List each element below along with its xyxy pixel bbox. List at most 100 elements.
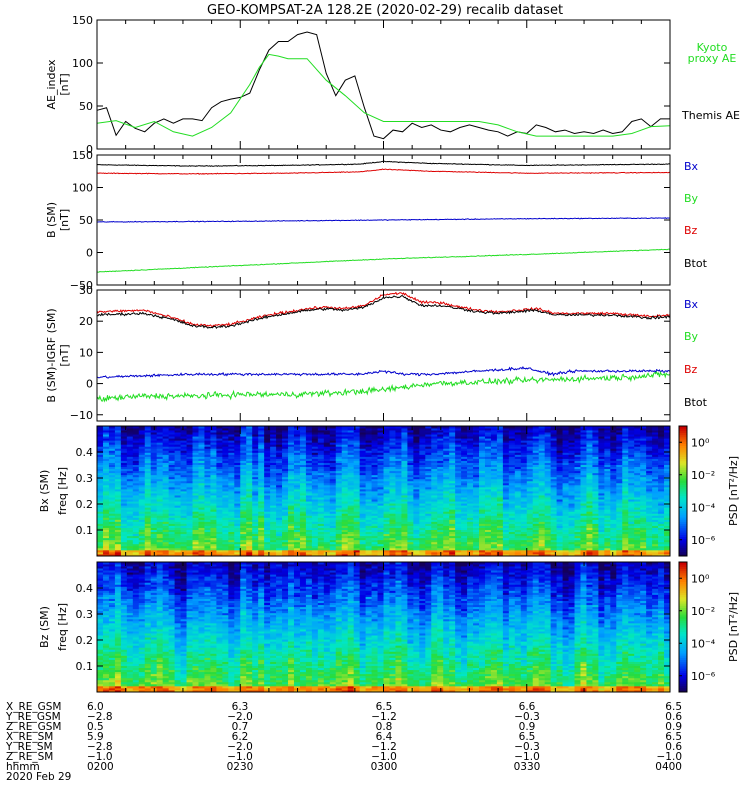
spectrogram-cell: [329, 472, 337, 476]
spectrogram-cell: [395, 513, 402, 516]
spectrogram-cell: [437, 493, 444, 496]
spectrogram-cell: [610, 474, 617, 478]
spectrogram-cell: [425, 519, 432, 522]
spectrogram-cell: [276, 466, 283, 470]
spectrogram-cell: [174, 551, 181, 555]
spectrogram-cell: [156, 519, 164, 522]
spectrogram-cell: [299, 478, 307, 482]
spectrogram-cell: [102, 539, 110, 543]
spectrogram-cell: [646, 537, 653, 541]
spectrogram-cell: [550, 531, 557, 535]
spectrogram-cell: [562, 543, 569, 547]
spectrogram-cell: [544, 482, 552, 486]
spectrogram-cell: [461, 535, 468, 539]
spectrogram-cell: [658, 482, 665, 486]
spectrogram-cell: [461, 482, 468, 486]
spectrogram-cell: [144, 521, 152, 524]
spectrogram-cell: [604, 513, 611, 516]
spectrogram-cell: [192, 523, 199, 526]
spectrogram-cell: [658, 541, 665, 545]
spectrogram-cell: [467, 474, 474, 478]
spectrogram-cell: [455, 474, 462, 478]
spectrogram-cell: [496, 545, 504, 549]
spectrogram-cell: [562, 470, 569, 474]
spectrogram-cell: [526, 533, 534, 537]
spectrogram-cell: [353, 543, 361, 547]
spectrogram-cell: [568, 476, 575, 480]
spectrogram-cell: [156, 491, 164, 494]
spectrogram-cell: [282, 470, 289, 474]
spectrogram-cell: [156, 495, 164, 498]
spectrogram-cell: [305, 484, 313, 488]
spectrogram-cell: [264, 509, 271, 512]
spectrogram-cell: [598, 478, 605, 482]
spectrogram-cell: [604, 484, 611, 488]
spectrogram-cell: [598, 474, 605, 478]
spectrogram-cell: [622, 515, 629, 518]
spectrogram-cell: [288, 543, 295, 547]
spectrogram-cell: [144, 499, 152, 502]
spectrogram-cell: [490, 539, 498, 543]
spectrogram-cell: [138, 476, 146, 480]
spectrogram-cell: [222, 553, 229, 557]
spectrogram-cell: [640, 549, 647, 553]
spectrogram-cell: [97, 472, 104, 476]
spectrogram-cell: [622, 523, 629, 526]
spectrogram-cell: [270, 551, 277, 555]
spectrogram-cell: [556, 513, 563, 516]
spectrogram-cell: [628, 484, 635, 488]
spectrogram-cell: [335, 511, 343, 514]
spectrogram-cell: [108, 495, 116, 498]
spectrogram-cell: [664, 515, 671, 518]
spectrogram-cell: [198, 511, 205, 514]
spectrogram-cell: [574, 531, 581, 535]
spectrogram-cell: [168, 493, 175, 496]
spectrogram-cell: [526, 468, 534, 472]
spectrogram-cell: [335, 501, 343, 504]
spectrogram-cell: [347, 495, 355, 498]
spectrogram-cell: [514, 503, 522, 506]
spectrogram-cell: [371, 513, 378, 516]
spectrogram-cell: [377, 484, 384, 488]
spectrogram-cell: [293, 495, 301, 498]
spectrogram-cell: [526, 511, 534, 514]
spectrogram-cell: [389, 507, 396, 510]
spectrogram-cell: [658, 527, 665, 530]
spectrogram-cell: [532, 517, 540, 520]
spectrogram-cell: [329, 553, 337, 557]
spectrogram-cell: [526, 503, 534, 506]
spectrogram-cell: [544, 535, 552, 539]
spectrogram-cell: [502, 549, 510, 553]
spectrogram-cell: [598, 541, 605, 545]
spectrogram-cell: [377, 470, 384, 474]
spectrogram-cell: [526, 497, 534, 500]
spectrogram-cell: [544, 509, 552, 512]
spectrogram-cell: [574, 513, 581, 516]
spectrogram-cell: [473, 499, 480, 502]
spectrogram-cell: [628, 537, 635, 541]
spectrogram-cell: [526, 486, 534, 490]
spectrogram-cell: [288, 535, 295, 539]
spectrogram-cell: [413, 537, 420, 541]
spectrogram-cell: [377, 541, 384, 545]
spectrogram-cell: [144, 476, 152, 480]
y-tick-label: 50: [79, 214, 93, 227]
spectrogram-cell: [484, 505, 492, 508]
spectrogram-cell: [616, 480, 623, 484]
spectrogram-cell: [240, 543, 247, 547]
spectrogram-cell: [520, 482, 528, 486]
spectrogram-cell: [162, 493, 170, 496]
spectrogram-cell: [240, 501, 247, 504]
spectrogram-cell: [604, 503, 611, 506]
spectrogram-cell: [210, 482, 217, 486]
spectrogram-cell: [371, 505, 378, 508]
spectrogram-cell: [347, 547, 355, 551]
spectrogram-cell: [329, 486, 337, 490]
spectrogram-cell: [562, 513, 569, 516]
spectrogram-cell: [365, 513, 372, 516]
spectrogram-cell: [514, 513, 522, 516]
spectrogram-cell: [383, 527, 390, 530]
spectrogram-cell: [419, 537, 426, 541]
spectrogram-cell: [114, 517, 122, 520]
spectrogram-cell: [604, 478, 611, 482]
